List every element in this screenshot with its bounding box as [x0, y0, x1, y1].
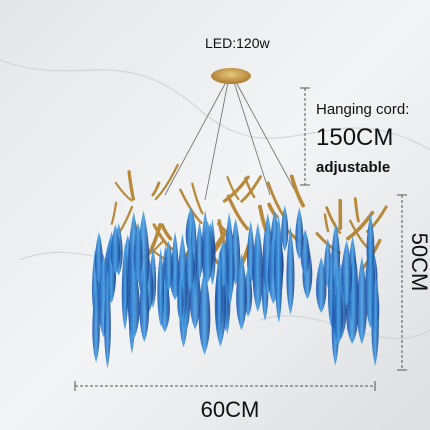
crystal-drop: [295, 207, 304, 260]
crystal-drop: [334, 276, 344, 345]
branch: [127, 170, 136, 201]
branch: [154, 163, 179, 201]
cord-length: 150CM: [316, 124, 393, 151]
crystal-drop: [195, 221, 203, 281]
crystal-drops: [92, 205, 380, 369]
crystal-drop: [92, 283, 100, 363]
branch: [226, 175, 240, 201]
crystal-drop: [236, 253, 247, 331]
crystal-drop: [133, 222, 143, 283]
branch: [323, 213, 330, 233]
height-label: 50CM: [407, 233, 430, 292]
crystal-drop: [316, 256, 327, 313]
crystal-drop: [281, 205, 289, 252]
branch: [349, 219, 369, 249]
crystal-drop: [341, 240, 352, 307]
branch: [222, 175, 250, 203]
gold-branches: [110, 163, 388, 274]
crystal-drop: [110, 224, 121, 275]
crystal-drop: [356, 255, 368, 345]
crystal-drop: [227, 231, 235, 298]
crystal-drop: [201, 220, 214, 283]
crystal-drop: [273, 214, 284, 310]
branch: [226, 194, 249, 231]
branch: [151, 181, 161, 197]
power-label: LED:120w: [205, 35, 270, 51]
branch: [114, 181, 133, 202]
crystal-drop: [139, 265, 150, 343]
dimension-lines: [74, 87, 407, 391]
branch: [325, 206, 342, 235]
crystal-drop: [185, 240, 195, 291]
crystal-drop: [366, 213, 375, 276]
crystal-drop: [104, 268, 111, 369]
cord-title: Hanging cord:: [316, 101, 409, 118]
branch: [191, 182, 204, 215]
branch: [110, 201, 118, 225]
crystal-drop: [198, 268, 211, 355]
branch: [148, 223, 162, 254]
hanging-wires: [164, 81, 301, 201]
crystal-drop: [164, 240, 174, 291]
branch: [160, 223, 173, 241]
crystal-drop: [121, 243, 129, 331]
crystal-drop: [177, 276, 184, 322]
width-label: 60CM: [201, 397, 260, 422]
crystal-drop: [252, 222, 264, 313]
branch: [353, 197, 360, 223]
cord-note: adjustable: [316, 159, 390, 176]
crystal-drop: [157, 247, 165, 327]
crystal-drop: [372, 276, 380, 335]
canopy: [211, 68, 251, 84]
branch: [289, 174, 306, 208]
crystal-drop: [286, 225, 295, 315]
crystal-drop: [216, 251, 223, 339]
